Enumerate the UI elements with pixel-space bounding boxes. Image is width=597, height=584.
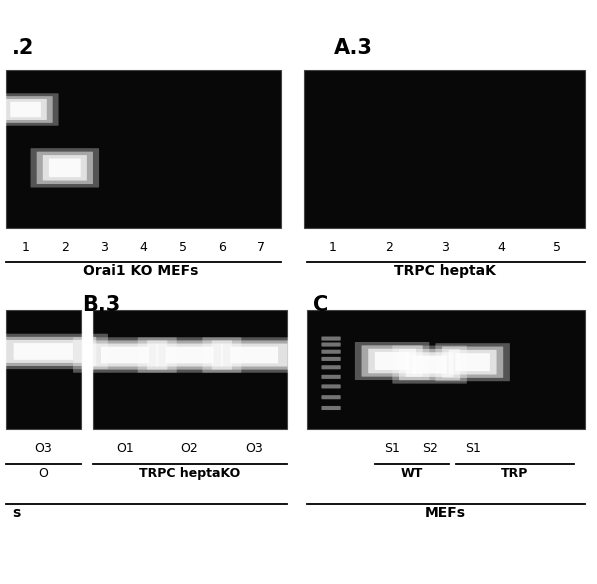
FancyBboxPatch shape — [36, 152, 93, 184]
FancyBboxPatch shape — [406, 352, 454, 377]
Bar — [307, 310, 585, 429]
FancyBboxPatch shape — [442, 346, 503, 378]
FancyBboxPatch shape — [449, 350, 497, 374]
FancyBboxPatch shape — [221, 343, 287, 367]
FancyBboxPatch shape — [92, 343, 158, 367]
FancyBboxPatch shape — [321, 357, 341, 361]
FancyBboxPatch shape — [30, 148, 99, 187]
Text: 7: 7 — [257, 241, 265, 253]
FancyBboxPatch shape — [362, 345, 423, 377]
Text: 2: 2 — [384, 241, 393, 253]
Text: TRP: TRP — [501, 467, 529, 479]
Text: Orai1 KO MEFs: Orai1 KO MEFs — [82, 264, 198, 278]
FancyBboxPatch shape — [4, 99, 47, 120]
Text: B.3: B.3 — [82, 295, 121, 315]
Text: S1: S1 — [384, 442, 400, 455]
Text: 5: 5 — [553, 241, 561, 253]
FancyBboxPatch shape — [368, 349, 416, 373]
Text: 3: 3 — [100, 241, 108, 253]
FancyBboxPatch shape — [49, 159, 81, 177]
Text: 6: 6 — [218, 241, 226, 253]
FancyBboxPatch shape — [321, 350, 341, 354]
Bar — [304, 70, 585, 228]
FancyBboxPatch shape — [0, 96, 53, 123]
FancyBboxPatch shape — [399, 349, 460, 380]
FancyBboxPatch shape — [321, 365, 341, 369]
FancyBboxPatch shape — [82, 340, 167, 370]
Text: O: O — [38, 467, 48, 479]
FancyBboxPatch shape — [456, 353, 490, 371]
Text: 2: 2 — [61, 241, 69, 253]
FancyBboxPatch shape — [101, 347, 149, 363]
Text: A.3: A.3 — [334, 38, 373, 58]
FancyBboxPatch shape — [355, 342, 429, 380]
Text: S1: S1 — [464, 442, 481, 455]
FancyBboxPatch shape — [73, 338, 177, 373]
Text: O3: O3 — [245, 442, 263, 455]
FancyBboxPatch shape — [435, 343, 510, 381]
FancyBboxPatch shape — [413, 356, 447, 374]
FancyBboxPatch shape — [375, 352, 410, 370]
FancyBboxPatch shape — [321, 342, 341, 346]
FancyBboxPatch shape — [321, 395, 341, 399]
Text: s: s — [12, 506, 20, 520]
FancyBboxPatch shape — [2, 340, 85, 363]
Text: O3: O3 — [35, 442, 52, 455]
FancyBboxPatch shape — [392, 346, 467, 384]
Text: TRPC heptaK: TRPC heptaK — [394, 264, 496, 278]
Text: C: C — [313, 295, 329, 315]
FancyBboxPatch shape — [0, 337, 96, 366]
Bar — [93, 310, 287, 429]
Text: 1: 1 — [21, 241, 29, 253]
Text: 3: 3 — [441, 241, 449, 253]
Text: 4: 4 — [497, 241, 505, 253]
FancyBboxPatch shape — [43, 155, 87, 180]
FancyBboxPatch shape — [156, 343, 223, 367]
FancyBboxPatch shape — [321, 406, 341, 410]
FancyBboxPatch shape — [321, 384, 341, 388]
FancyBboxPatch shape — [166, 347, 214, 363]
FancyBboxPatch shape — [14, 343, 73, 360]
Text: 1: 1 — [328, 241, 337, 253]
Text: O2: O2 — [181, 442, 198, 455]
FancyBboxPatch shape — [138, 338, 241, 373]
FancyBboxPatch shape — [230, 347, 278, 363]
Bar — [6, 70, 281, 228]
Text: O1: O1 — [116, 442, 134, 455]
Text: S2: S2 — [421, 442, 438, 455]
Bar — [6, 310, 81, 429]
Text: 5: 5 — [179, 241, 186, 253]
FancyBboxPatch shape — [147, 340, 232, 370]
FancyBboxPatch shape — [212, 340, 297, 370]
FancyBboxPatch shape — [0, 93, 59, 126]
FancyBboxPatch shape — [202, 338, 306, 373]
Text: .2: .2 — [12, 38, 34, 58]
FancyBboxPatch shape — [0, 333, 108, 369]
FancyBboxPatch shape — [321, 336, 341, 340]
Text: 4: 4 — [139, 241, 147, 253]
FancyBboxPatch shape — [321, 375, 341, 379]
Text: TRPC heptaKO: TRPC heptaKO — [139, 467, 240, 479]
Text: WT: WT — [401, 467, 423, 479]
Text: MEFs: MEFs — [424, 506, 465, 520]
FancyBboxPatch shape — [10, 102, 41, 117]
